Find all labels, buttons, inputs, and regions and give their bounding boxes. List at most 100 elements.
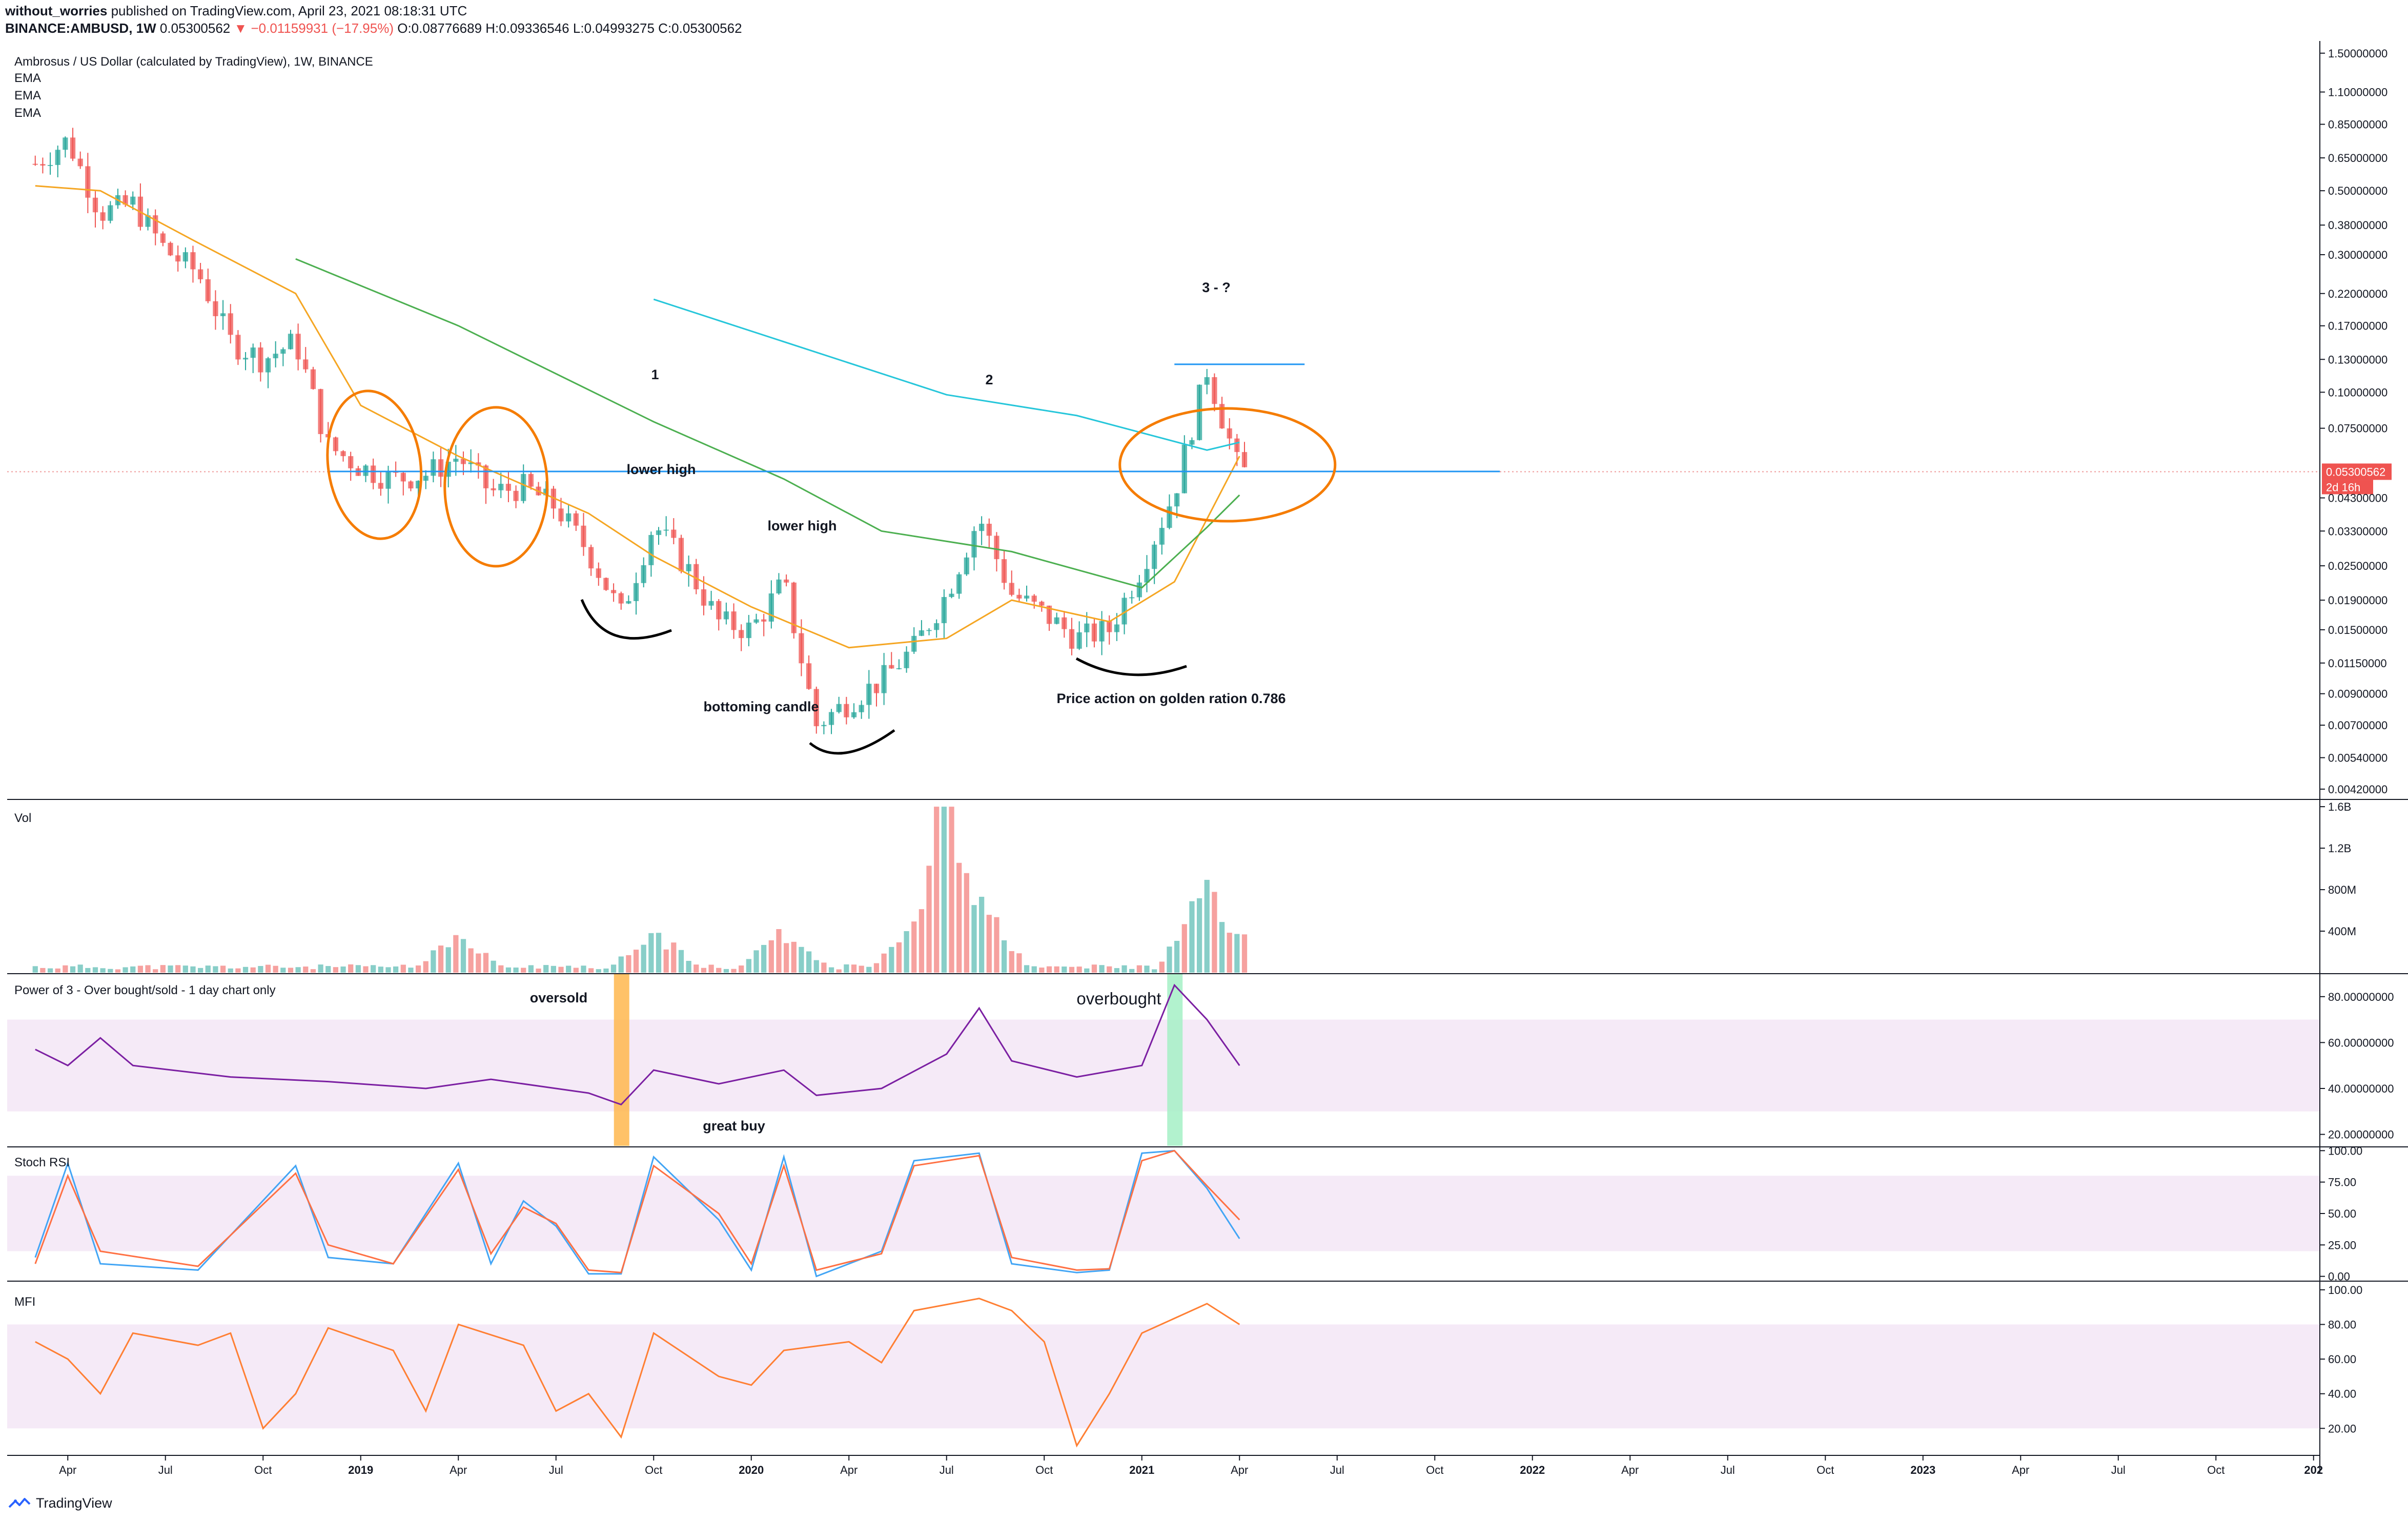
volume-bar	[40, 968, 46, 973]
volume-bar	[821, 962, 827, 973]
volume-bar	[288, 968, 294, 973]
candle-body	[731, 611, 737, 630]
volume-bar	[1076, 966, 1082, 973]
candle-body	[889, 665, 894, 669]
volume-bar	[160, 965, 166, 973]
candle	[498, 472, 504, 498]
volume-bar	[648, 933, 654, 973]
candle	[723, 602, 729, 625]
price-tick-label: 0.02500000	[2328, 560, 2387, 572]
volume-bar	[1241, 934, 1248, 973]
candle-body	[851, 712, 857, 717]
volume-bar	[926, 866, 932, 973]
candle	[791, 582, 797, 639]
candle-body	[1196, 384, 1202, 440]
candle-body	[242, 358, 249, 360]
chart-annotation: Price action on golden ration 0.786	[1056, 691, 1285, 706]
volume-bar	[258, 966, 263, 973]
candle	[934, 619, 940, 638]
candle-body	[994, 536, 999, 560]
candle-body	[1084, 623, 1090, 632]
candle-body	[1159, 528, 1165, 545]
candle	[47, 152, 53, 175]
ema-legend-2: EMA	[14, 89, 41, 102]
candle-body	[153, 215, 158, 234]
footer: TradingView	[8, 1495, 112, 1511]
candle-body	[633, 583, 639, 601]
volume-bar	[378, 966, 383, 973]
volume-bar	[213, 966, 218, 973]
price-tick-label: 0.03300000	[2328, 525, 2387, 538]
candle-body	[1129, 597, 1135, 599]
candle-body	[190, 252, 196, 270]
volume-bar	[265, 964, 271, 973]
volume-bar	[934, 807, 940, 973]
volume-bar	[678, 950, 684, 973]
candle	[566, 504, 572, 528]
candle	[483, 464, 489, 504]
power3-tick-label: 60.00000000	[2328, 1036, 2394, 1049]
orange-circle-1	[326, 389, 423, 540]
stoch-rsi-pane-title: Stoch RSI	[14, 1156, 70, 1169]
tradingview-logo-icon[interactable]	[8, 1496, 31, 1511]
candle-body	[528, 474, 534, 487]
candle	[956, 572, 962, 599]
candle	[626, 595, 631, 604]
volume-bar	[55, 968, 60, 973]
candle	[438, 446, 444, 487]
volume-bar	[633, 950, 639, 973]
time-tick-label: Jul	[2111, 1464, 2126, 1476]
volume-bar	[235, 968, 241, 973]
candle	[1121, 592, 1127, 634]
volume-bar	[543, 965, 549, 973]
price-tick-label: 0.10000000	[2328, 386, 2387, 399]
candle-body	[385, 470, 391, 489]
candle	[904, 646, 909, 673]
candle-body	[1234, 438, 1240, 453]
candle-body	[1189, 440, 1195, 445]
price-tick-label: 0.00540000	[2328, 751, 2387, 764]
stoch-tick-label: 50.00	[2328, 1207, 2356, 1220]
candle-body	[1144, 569, 1150, 583]
candle-body	[761, 619, 767, 622]
candle	[1159, 517, 1165, 555]
volume-bar	[799, 947, 804, 973]
volume-bar	[889, 947, 894, 973]
candle	[265, 357, 271, 388]
candle	[1009, 570, 1014, 597]
power3-annotation: great buy	[703, 1118, 765, 1134]
time-tick-label: Oct	[1035, 1464, 1053, 1476]
candle-body	[941, 597, 947, 624]
candle-body	[1136, 582, 1142, 598]
volume-bar	[949, 807, 954, 973]
volume-bar	[498, 965, 504, 973]
stoch-line-K	[34, 1149, 1240, 1278]
time-tick-label: Apr	[59, 1464, 76, 1476]
candle	[273, 341, 278, 367]
volume-bar	[641, 944, 646, 973]
candle-body	[806, 663, 812, 689]
candle	[340, 450, 346, 462]
volume-bar	[77, 964, 83, 973]
candle-body	[1009, 583, 1014, 595]
candle	[964, 552, 969, 576]
volume-bar	[130, 966, 136, 973]
volume-bar	[228, 968, 233, 973]
volume-bar	[1204, 879, 1210, 973]
volume-bar	[340, 966, 346, 973]
volume-bar	[250, 967, 256, 973]
price-pane-title: Ambrosus / US Dollar (calculated by Trad…	[14, 55, 373, 69]
volume-bar	[550, 965, 556, 973]
author-name[interactable]: without_worries	[5, 3, 108, 18]
candle-body	[348, 456, 354, 468]
candle-body	[934, 623, 940, 630]
brand-name[interactable]: TradingView	[36, 1495, 112, 1511]
candle-body	[588, 547, 594, 569]
price-tick-label: 0.01150000	[2328, 657, 2387, 670]
volume-bar	[1091, 964, 1097, 973]
price-tick-label: 0.17000000	[2328, 320, 2387, 333]
volume-bar	[1159, 961, 1165, 973]
volume-bar	[115, 969, 121, 973]
candle	[32, 155, 38, 166]
